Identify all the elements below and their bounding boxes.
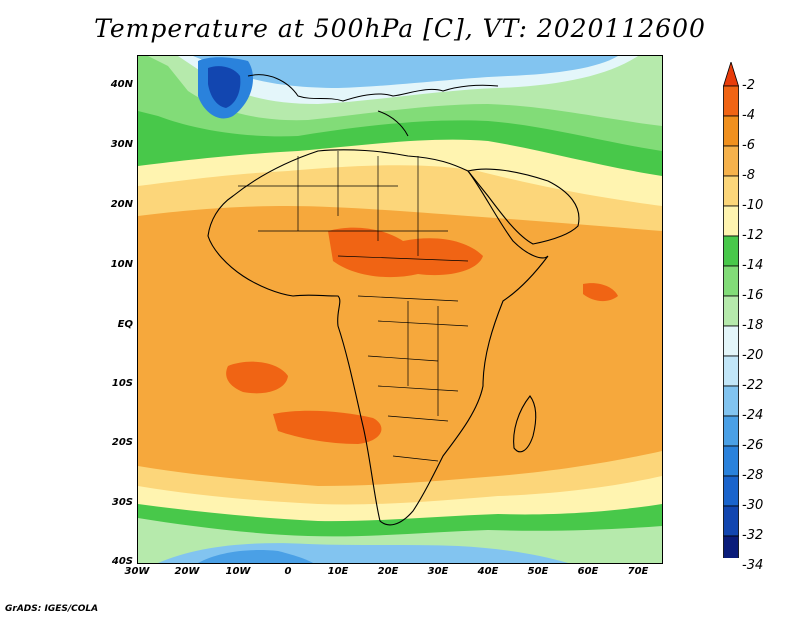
colorbar-tick-label: -10: [742, 198, 764, 213]
arabian-peninsula-outline: [467, 168, 580, 245]
colorbar-swatch: [723, 235, 739, 267]
colorbar-tick-label: -28: [742, 468, 764, 483]
colorbar-swatch: [723, 85, 739, 117]
colorbar-tick-label: -16: [742, 288, 764, 303]
colorbar-tick-label: -32: [742, 528, 764, 543]
colorbar-tick-label: -8: [742, 168, 755, 183]
colorbar-swatch: [723, 145, 739, 177]
lon-label-30e: 30E: [427, 566, 449, 577]
lat-label-20s: 20S: [111, 437, 133, 448]
lon-label-50e: 50E: [527, 566, 549, 577]
colorbar-tick-label: -6: [742, 138, 755, 153]
colorbar-tick-label: -22: [742, 378, 764, 393]
lon-label-30w: 30W: [124, 566, 150, 577]
lat-label-20n: 20N: [110, 199, 133, 210]
lat-label-30s: 30S: [111, 497, 133, 508]
colorbar-swatch: [723, 295, 739, 327]
country-borders: [238, 151, 469, 462]
colorbar-swatch: [723, 175, 739, 207]
colorbar-tick-label: -18: [742, 318, 764, 333]
colorbar: [723, 62, 739, 558]
lat-label-40s: 40S: [111, 556, 133, 567]
lat-label-eq: EQ: [117, 319, 133, 330]
lat-label-10n: 10N: [110, 259, 133, 270]
colorbar-swatch: [723, 475, 739, 507]
colorbar-arrow-top: [723, 62, 739, 87]
lon-label-40e: 40E: [477, 566, 499, 577]
warm-core-sahel: [328, 227, 483, 278]
lon-label-10w: 10W: [225, 566, 251, 577]
grads-credit: GrADS: IGES/COLA: [5, 604, 99, 614]
warm-core-southern-africa: [273, 410, 382, 444]
cold-band-north-7: [193, 56, 618, 88]
lon-label-0: 0: [284, 566, 292, 577]
colorbar-swatch: [723, 265, 739, 297]
colorbar-swatch: [723, 385, 739, 417]
colorbar-tick-label: -2: [742, 78, 755, 93]
lon-label-60e: 60E: [577, 566, 599, 577]
colorbar-tick-label: -30: [742, 498, 764, 513]
temperature-field: [138, 56, 662, 563]
colorbar-tick-label: -26: [742, 438, 764, 453]
colorbar-tick-label: -12: [742, 228, 764, 243]
cold-core-south: [198, 550, 313, 563]
colorbar-swatches: [723, 62, 739, 558]
colorbar-swatch: [723, 205, 739, 237]
colorbar-swatch: [723, 115, 739, 147]
lat-label-30n: 30N: [110, 139, 133, 150]
lat-label-40n: 40N: [110, 79, 133, 90]
warm-core-south-atlantic: [226, 361, 288, 394]
colorbar-tick-label: -34: [742, 558, 764, 573]
colorbar-swatch: [723, 505, 739, 537]
colorbar-swatch: [723, 415, 739, 447]
europe-coastline: [247, 74, 499, 137]
lon-label-70e: 70E: [627, 566, 649, 577]
madagascar-outline: [513, 395, 537, 453]
colorbar-tick-label: -4: [742, 108, 755, 123]
map-title: Temperature at 500hPa [C], VT: 202011260…: [94, 14, 706, 43]
colorbar-swatch: [723, 355, 739, 387]
warm-core-indian-ocean: [583, 283, 618, 302]
temperature-map: [137, 55, 663, 564]
colorbar-tick-label: -14: [742, 258, 764, 273]
lon-label-20w: 20W: [174, 566, 200, 577]
colorbar-swatch: [723, 445, 739, 477]
lat-label-10s: 10S: [111, 378, 133, 389]
lon-label-10e: 10E: [327, 566, 349, 577]
cold-core-north-deep: [208, 66, 241, 108]
colorbar-swatch: [723, 325, 739, 357]
colorbar-swatch: [723, 535, 739, 558]
colorbar-tick-label: -20: [742, 348, 764, 363]
lon-label-20e: 20E: [377, 566, 399, 577]
colorbar-tick-label: -24: [742, 408, 764, 423]
africa-coastline: [207, 149, 549, 526]
